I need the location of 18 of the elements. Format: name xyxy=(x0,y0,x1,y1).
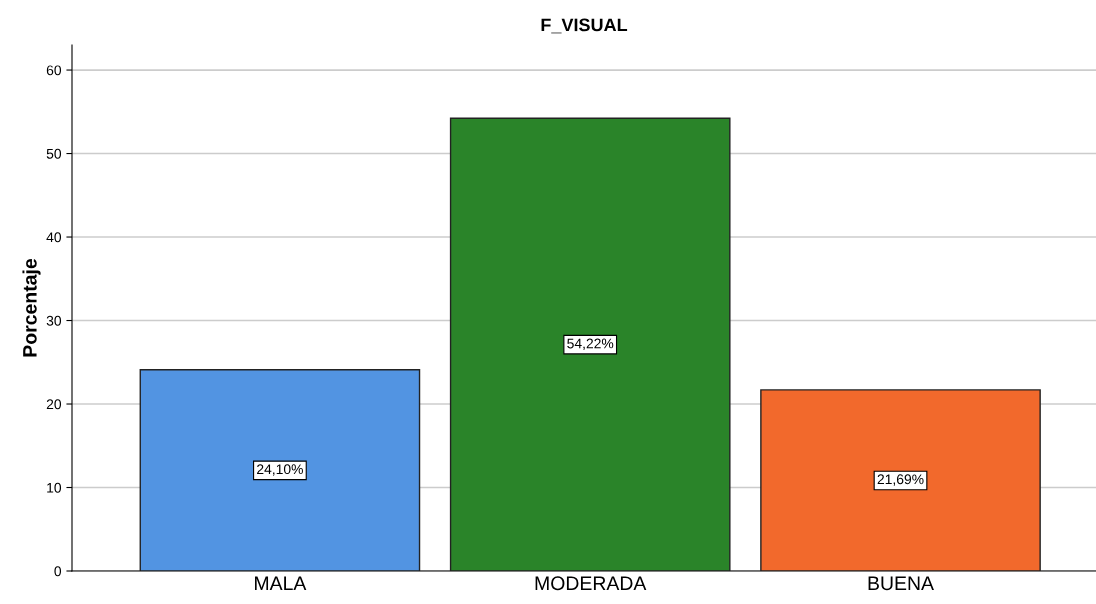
y-tick-label: 50 xyxy=(46,148,62,159)
y-tick-label: 60 xyxy=(46,65,62,76)
y-axis-title: Porcentaje xyxy=(22,258,41,357)
bar xyxy=(760,389,1041,571)
y-tick-label: 40 xyxy=(46,232,62,243)
bar xyxy=(449,117,731,571)
data-label: 21,69% xyxy=(877,474,924,486)
data-label: 24,10% xyxy=(257,464,303,476)
y-tick-label: 20 xyxy=(46,399,62,410)
bar xyxy=(139,369,421,571)
chart-title: F_VISUAL xyxy=(541,18,628,34)
x-tick-label: BUENA xyxy=(868,576,934,591)
x-tick-label: MODERADA xyxy=(535,576,647,591)
y-tick-label: 0 xyxy=(54,566,62,577)
data-label: 54,22% xyxy=(567,338,614,351)
y-tick-label: 10 xyxy=(47,482,62,493)
y-tick-label: 30 xyxy=(46,315,62,326)
x-tick-label: MALA xyxy=(255,576,307,590)
